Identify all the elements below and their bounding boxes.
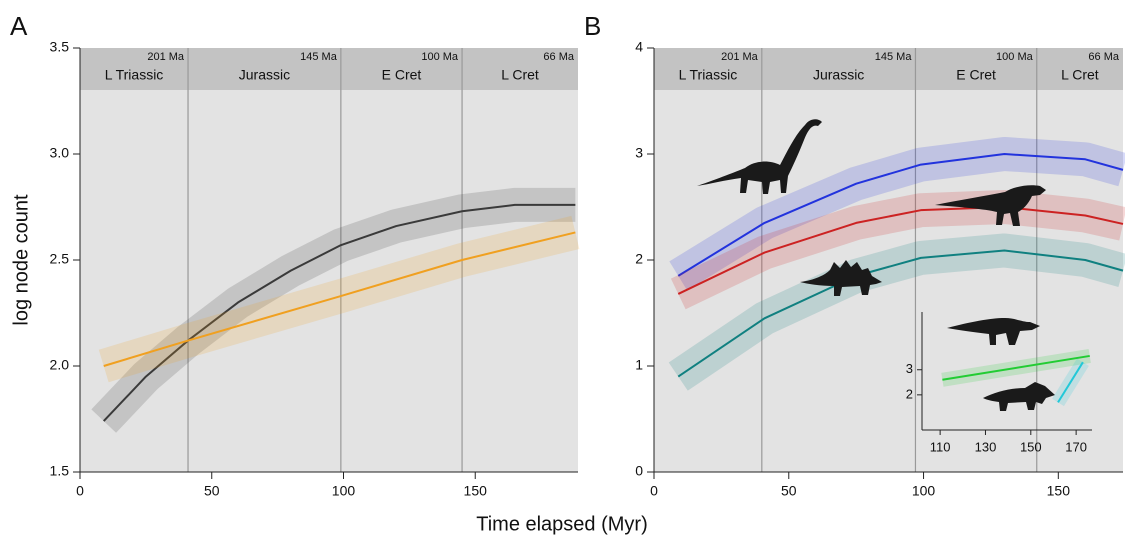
period-end: 145 Ma [875,51,913,63]
y-tick-label: 2.5 [50,251,70,267]
x-tick-label: 50 [204,483,220,499]
plot-background [654,48,1123,472]
x-tick-label: 0 [650,483,658,499]
period-name: Jurassic [813,67,864,83]
period-end: 100 Ma [421,51,459,63]
plot-background [80,48,578,472]
y-tick-label: 3.5 [50,39,70,55]
y-tick-label: 2 [635,251,643,267]
panel: L Triassic 201 Ma Jurassic 145 Ma E Cret100 … [584,11,1125,499]
y-tick-label: 3.0 [50,145,70,161]
y-tick-label: 2 [906,386,913,401]
y-tick-label: 2.0 [50,357,70,373]
period-name: L Cret [1061,67,1099,83]
period-header [654,48,1123,90]
x-tick-label: 130 [975,439,997,454]
period-end: 145 Ma [300,51,338,63]
series-line [677,206,1124,295]
ceratopsian [983,382,1055,411]
period-end: 100 Ma [996,51,1034,63]
x-tick-label: 150 [1020,439,1042,454]
x-tick-label: 150 [464,483,488,499]
panel-letter: A [10,11,28,41]
period-name: Jurassic [239,67,290,83]
x-tick-label: 170 [1065,439,1087,454]
series-line [942,354,1090,381]
period-name: L Triassic [679,67,738,83]
x-tick-label: 50 [781,483,797,499]
series-line [1057,361,1084,403]
period-end: 66 Ma [1088,51,1119,63]
period-end: 66 Ma [543,51,574,63]
sauropod [697,119,822,194]
silhouettes [697,119,1055,411]
x-axis-label: Time elapsed (Myr) [476,513,648,535]
series-line [677,249,1124,378]
series-line [103,231,576,367]
series-line [677,153,1124,277]
period-header [80,48,578,90]
y-tick-label: 4 [635,39,643,55]
stegosaur [800,260,882,296]
period-name: E Cret [956,67,996,83]
x-tick-label: 110 [930,439,951,454]
period-name: L Cret [501,67,539,83]
y-tick-label: 3 [906,361,913,376]
hadrosaur [947,318,1040,345]
y-tick-label: 1 [635,357,643,373]
period-end: 201 Ma [147,51,185,63]
panel: 2 3 110 130 150 170 [906,312,1092,454]
series-line [102,203,576,422]
panel: L Triassic 201 Ma Jurassic 145 Ma E Cret 100 … [10,11,648,535]
panel-letter: B [584,11,601,41]
x-tick-label: 150 [1047,483,1071,499]
period-name: E Cret [382,67,422,83]
y-axis-label: log node count [10,194,32,326]
y-tick-label: 0 [635,463,643,479]
period-name: L Triassic [105,67,164,83]
y-tick-label: 1.5 [50,463,70,479]
x-tick-label: 100 [912,483,936,499]
y-tick-label: 3 [635,145,643,161]
x-tick-label: 100 [332,483,356,499]
theropod [935,185,1046,226]
x-tick-label: 0 [76,483,84,499]
period-end: 201 Ma [721,51,759,63]
